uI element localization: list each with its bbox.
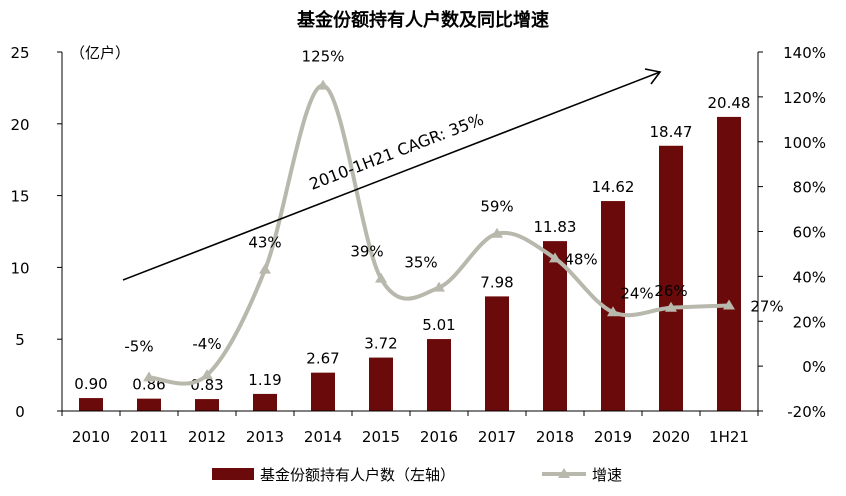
legend-line-label: 增速 <box>592 466 622 484</box>
left-tick-label: 20 <box>10 116 29 134</box>
growth-marker <box>433 281 445 292</box>
bar <box>195 399 219 411</box>
legend-bar-swatch <box>212 468 254 480</box>
right-tick-label: 80% <box>793 179 826 197</box>
growth-marker <box>259 263 271 274</box>
x-tick-label: 2016 <box>420 428 458 446</box>
bar-value-label: 1.19 <box>248 371 281 389</box>
left-axis-unit: （亿户） <box>70 44 130 62</box>
growth-value-label: 24% <box>620 284 653 302</box>
growth-marker <box>607 306 619 317</box>
bar <box>253 393 277 411</box>
growth-value-label: -5% <box>124 337 153 355</box>
growth-marker <box>549 252 561 263</box>
x-tick-label: 2019 <box>594 428 632 446</box>
left-tick-label: 10 <box>10 259 29 277</box>
bar-value-label: 3.72 <box>364 335 397 353</box>
growth-value-label: -4% <box>192 335 221 353</box>
bar-labels: 0.90 0.86 0.83 1.192.673.725.017.9811.8314.… <box>74 94 750 394</box>
growth-line-group <box>143 79 735 386</box>
right-tick-label: 20% <box>793 313 826 331</box>
x-tick-label: 2014 <box>304 428 342 446</box>
right-tick-label: 0% <box>802 358 826 376</box>
bar <box>543 241 567 411</box>
growth-value-label: 43% <box>248 234 281 252</box>
growth-marker <box>491 227 503 238</box>
x-tick-label: 2017 <box>478 428 516 446</box>
bar-value-label: 7.98 <box>480 273 513 291</box>
legend-line-marker <box>558 468 570 478</box>
bar <box>485 296 509 411</box>
cagr-arrow-head <box>644 68 662 85</box>
bar-value-label: 14.62 <box>592 178 635 196</box>
x-tick-label: 1H21 <box>709 428 749 446</box>
bar <box>427 339 451 411</box>
right-tick-label: 40% <box>793 268 826 286</box>
bar-value-label: 18.47 <box>650 123 693 141</box>
growth-value-label: 48% <box>564 250 597 268</box>
cagr-annotation: 2010-1H21 CAGR: 35% <box>122 68 662 281</box>
bar <box>717 116 741 412</box>
left-tick-label: 25 <box>10 44 29 62</box>
bar <box>311 372 335 411</box>
right-tick-label: 140% <box>783 44 826 62</box>
bar-value-label: 11.83 <box>534 218 577 236</box>
left-tick-label: 0 <box>15 403 25 421</box>
bar-value-label: 20.48 <box>708 94 751 112</box>
growth-marker <box>665 301 677 312</box>
x-axis: 2010 2011 2012 2013 2014 2015 2016 2017 2018 2019… <box>61 410 759 446</box>
x-tick-label: 2020 <box>652 428 690 446</box>
bar <box>137 398 161 411</box>
growth-value-label: 27% <box>750 298 783 316</box>
x-tick-label: 2015 <box>362 428 400 446</box>
left-axis: 0 5 10 15 20 25 <box>10 44 63 421</box>
left-tick-label: 5 <box>15 331 25 349</box>
left-tick-label: 15 <box>10 188 29 206</box>
right-tick-label: 120% <box>783 89 826 107</box>
growth-marker <box>201 369 213 380</box>
legend: 基金份额持有人户数（左轴） 增速 <box>212 466 622 484</box>
right-axis: -20% 0% 20% 40% 60% 80% 100% 120% 140% <box>757 44 826 421</box>
bar <box>79 398 103 411</box>
growth-marker <box>317 79 329 90</box>
bar-value-label: 5.01 <box>422 316 455 334</box>
x-tick-label: 2018 <box>536 428 574 446</box>
x-tick-label: 2012 <box>188 428 226 446</box>
cagr-label: 2010-1H21 CAGR: 35% <box>307 110 487 194</box>
x-tick-label: 2013 <box>246 428 284 446</box>
growth-value-label: 26% <box>654 282 687 300</box>
cagr-arrow <box>122 71 661 281</box>
bar <box>659 145 683 411</box>
bar-value-label: 2.67 <box>306 350 339 368</box>
growth-marker <box>723 299 735 310</box>
growth-marker <box>143 371 155 382</box>
right-tick-label: -20% <box>787 403 826 421</box>
growth-value-label: 39% <box>350 243 383 261</box>
chart-title: 基金份额持有人户数及同比增速 <box>296 9 549 31</box>
x-tick-label: 2011 <box>130 428 168 446</box>
bar-value-label: 0.90 <box>74 375 107 393</box>
growth-value-label: 125% <box>302 48 345 66</box>
bar <box>369 357 393 411</box>
growth-value-label: 35% <box>404 254 437 272</box>
growth-marker <box>375 272 387 283</box>
right-tick-label: 100% <box>783 134 826 152</box>
x-tick-label: 2010 <box>72 428 110 446</box>
growth-labels: -5% -4% 43% 125% 39% 35% 59% 48% 24% 26% 27% <box>124 48 783 356</box>
right-tick-label: 60% <box>793 224 826 242</box>
growth-value-label: 59% <box>480 198 513 216</box>
legend-bar-label: 基金份额持有人户数（左轴） <box>260 466 455 484</box>
